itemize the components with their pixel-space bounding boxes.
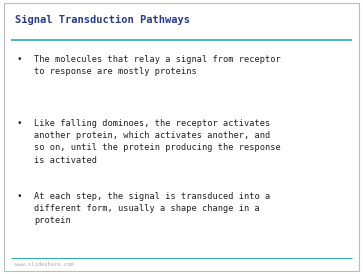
Text: Signal Transduction Pathways: Signal Transduction Pathways (15, 15, 189, 25)
Text: •: • (16, 192, 22, 201)
Text: At each step, the signal is transduced into a
different form, usually a shape ch: At each step, the signal is transduced i… (34, 192, 271, 225)
Text: www.slideshare.com: www.slideshare.com (15, 262, 73, 267)
FancyBboxPatch shape (4, 3, 359, 271)
Text: •: • (16, 119, 22, 128)
Text: •: • (16, 55, 22, 64)
Text: The molecules that relay a signal from receptor
to response are mostly proteins: The molecules that relay a signal from r… (34, 55, 281, 76)
Text: Like falling dominoes, the receptor activates
another protein, which activates a: Like falling dominoes, the receptor acti… (34, 119, 281, 165)
